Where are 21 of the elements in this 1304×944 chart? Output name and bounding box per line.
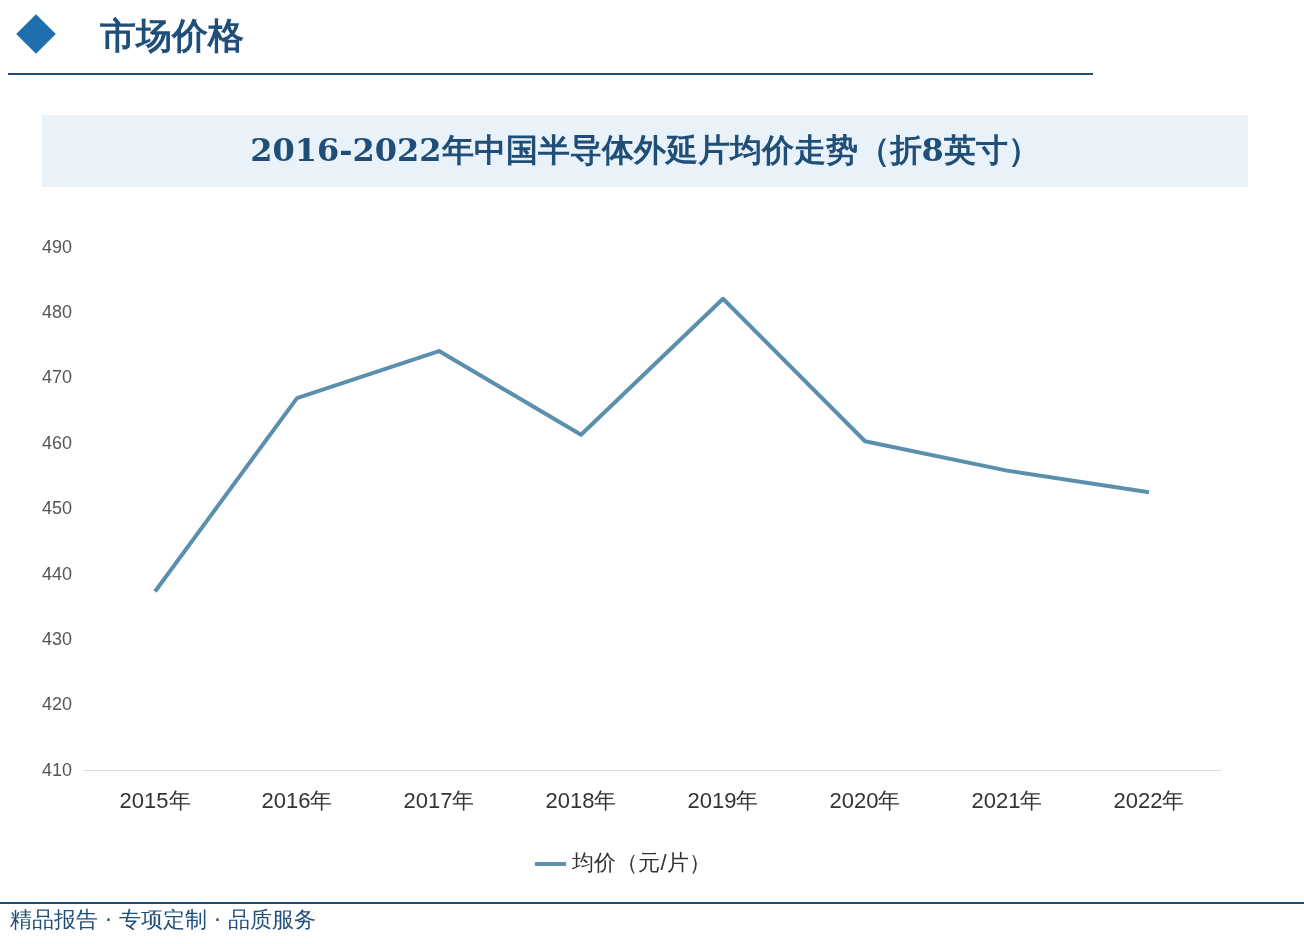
y-tick-label: 440 — [41, 563, 73, 584]
legend-label: 均价（元/片） — [571, 850, 711, 876]
text: 精品报告 · 专项定制 · 品质服务 — [10, 906, 316, 934]
y-tick-label: 420 — [41, 694, 73, 715]
x-tick-label: 2020年 — [829, 787, 901, 813]
y-tick-label: 430 — [41, 628, 73, 649]
x-tick-label: 2015年 — [119, 787, 191, 813]
x-tick-label: 2016年 — [261, 787, 333, 813]
x-tick-label: 2022年 — [1113, 787, 1185, 813]
y-tick-label: 410 — [41, 759, 73, 780]
y-tick-label: 460 — [41, 432, 73, 453]
y-tick-label: 450 — [41, 498, 73, 519]
x-tick-label: 2018年 — [545, 787, 617, 813]
chart-title: 2016-2022年中国半导体外延片均价走势（折8英寸） — [250, 130, 1040, 171]
y-tick-label: 470 — [41, 367, 73, 388]
text: 市场价格 — [100, 14, 244, 58]
x-tick-label: 2019年 — [687, 787, 759, 813]
x-tick-label: 2021年 — [971, 787, 1043, 813]
x-tick-label: 2017年 — [403, 787, 475, 813]
y-tick-label: 490 — [41, 236, 73, 257]
y-tick-label: 480 — [41, 302, 73, 323]
